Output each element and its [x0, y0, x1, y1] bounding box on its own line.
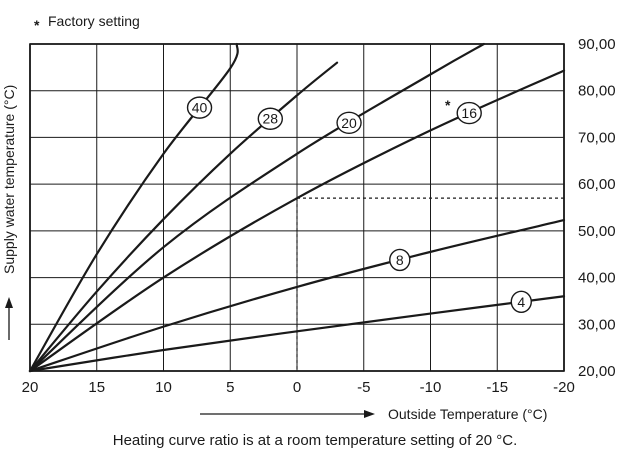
series-labels: 4 8 16 20 28 40 — [186, 96, 532, 313]
x-tick-label: 10 — [155, 379, 172, 396]
x-tick-label: -20 — [553, 379, 575, 396]
curve-20 — [28, 42, 485, 373]
factory-setting-marker: * — [34, 17, 40, 33]
chart-caption: Heating curve ratio is at a room tempera… — [112, 432, 518, 449]
y-axis-label: Supply water temperature (°C) — [1, 85, 17, 274]
curve-4 — [28, 295, 566, 373]
y-tick-labels: 20,00 30,00 40,00 50,00 60,00 70,00 80,00 90,00 — [578, 36, 616, 380]
curve-label-circle-40 — [186, 96, 213, 119]
reference-lines — [296, 197, 564, 371]
x-tick-label: 5 — [226, 379, 234, 396]
curve-label-circle-28 — [257, 107, 283, 130]
curve-8 — [28, 219, 566, 373]
y-tick-label: 30,00 — [578, 316, 616, 333]
curve-label-circle-4 — [510, 290, 532, 313]
x-axis-label: Outside Temperature (°C) — [388, 406, 547, 422]
x-tick-label: 0 — [293, 379, 301, 396]
curve-label-8: 8 — [396, 252, 404, 268]
y-tick-label: 50,00 — [578, 223, 616, 240]
x-tick-label: -15 — [486, 379, 508, 396]
x-tick-label: -5 — [357, 379, 370, 396]
curve-label-40: 40 — [192, 100, 208, 116]
y-tick-label: 90,00 — [578, 36, 616, 53]
curve-label-circle-20 — [336, 111, 362, 135]
x-axis-arrowhead — [364, 410, 375, 418]
curve-40 — [28, 42, 239, 373]
y-tick-label: 80,00 — [578, 83, 616, 100]
x-tick-label: -10 — [420, 379, 442, 396]
y-tick-label: 60,00 — [578, 176, 616, 193]
y-tick-label: 20,00 — [578, 363, 616, 380]
factory-setting-curve-marker: * — [445, 97, 451, 113]
x-tick-labels: 20 15 10 5 0 -5 -10 -15 -20 — [22, 379, 575, 396]
curve-label-20: 20 — [341, 115, 357, 131]
curve-label-16: 16 — [461, 105, 477, 121]
x-tick-label: 20 — [22, 379, 39, 396]
grid — [29, 43, 565, 372]
curve-label-4: 4 — [517, 294, 525, 310]
factory-setting-note: Factory setting — [48, 13, 140, 29]
y-tick-label: 40,00 — [578, 270, 616, 287]
x-tick-label: 15 — [88, 379, 105, 396]
plot-frame — [29, 43, 565, 372]
curve-label-circle-16 — [456, 101, 482, 125]
curve-label-circle-8 — [389, 248, 411, 272]
heating-curve-chart: 4 8 16 20 28 40 20 15 10 5 0 -5 -10 -15 -20 20,00 30,0… — [1, 13, 616, 422]
y-axis-arrowhead — [5, 297, 13, 308]
y-tick-label: 70,00 — [578, 129, 616, 146]
curve-label-28: 28 — [263, 111, 279, 127]
curve-28 — [28, 61, 339, 373]
